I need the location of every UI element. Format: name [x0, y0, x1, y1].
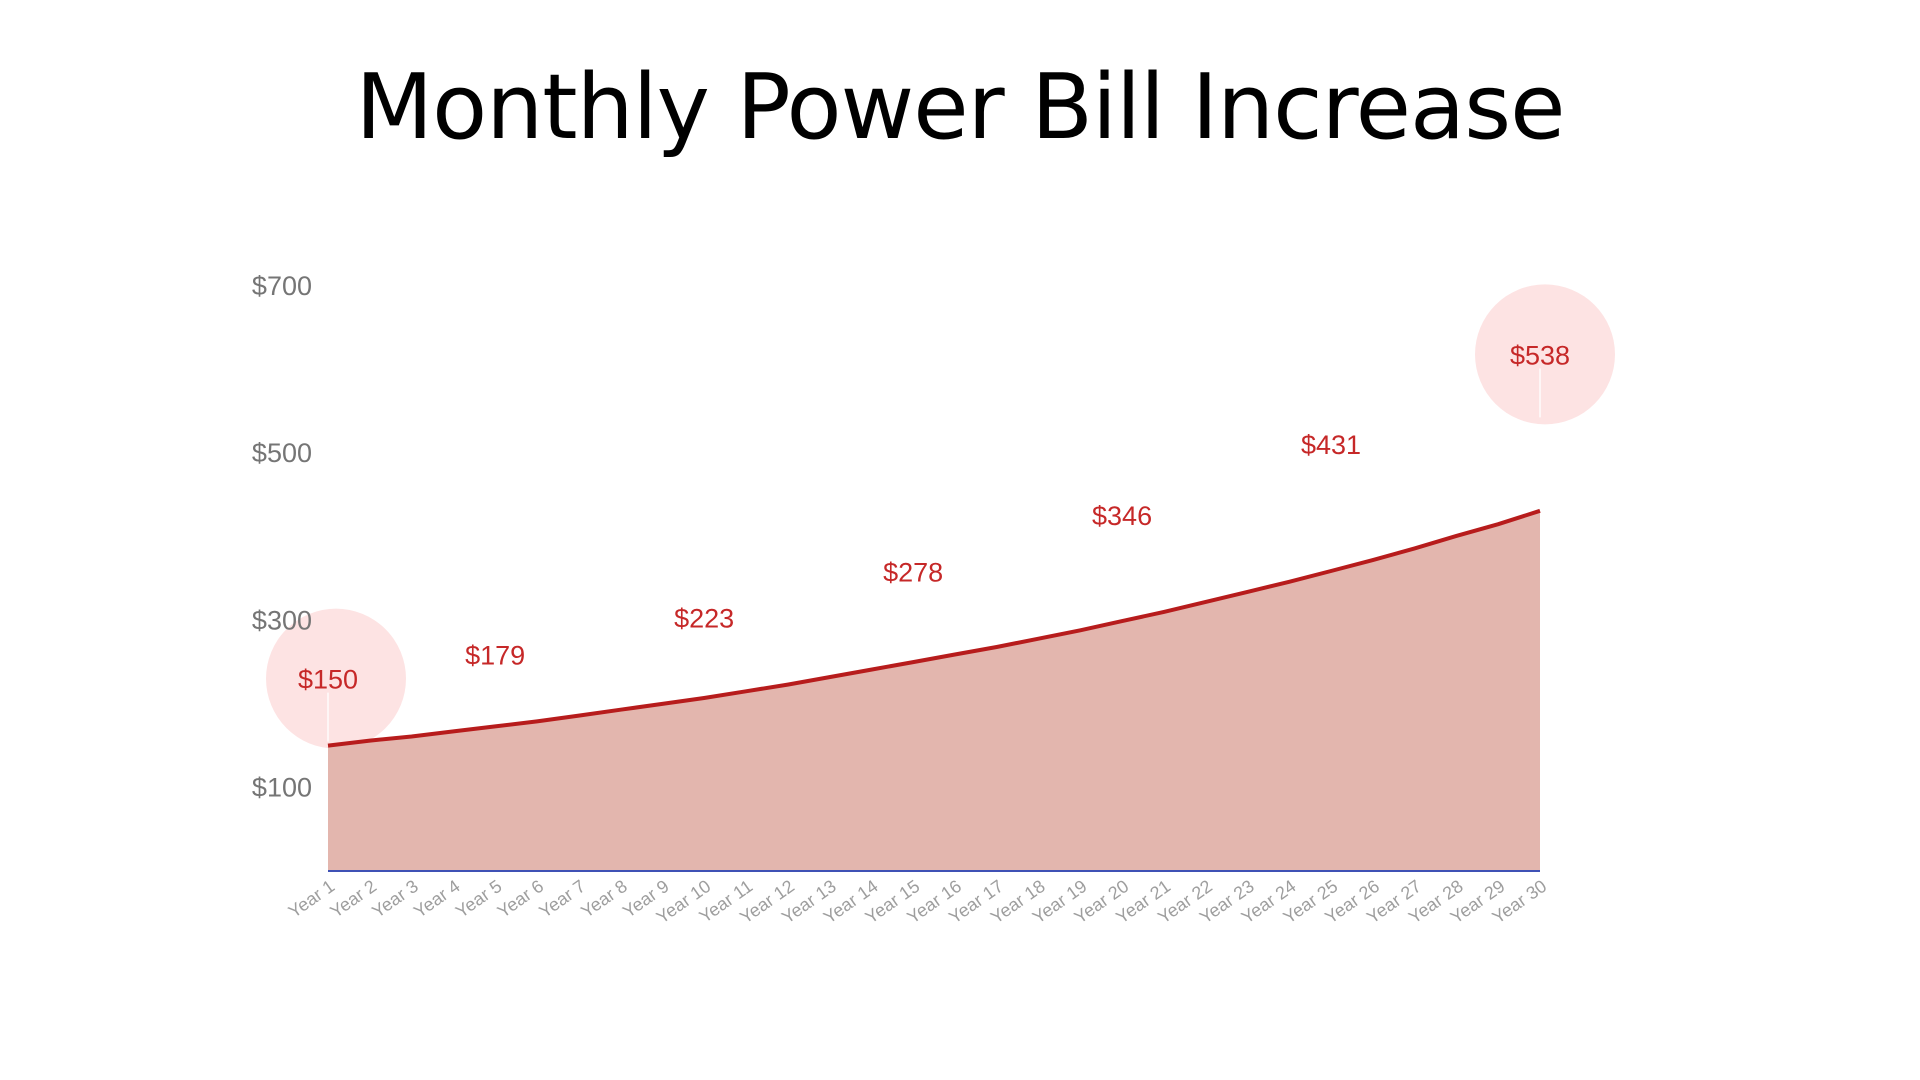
x-tick-label: Year 1 — [285, 876, 339, 922]
x-tick-label: Year 2 — [327, 876, 381, 922]
chart-title: Monthly Power Bill Increase — [355, 55, 1566, 160]
series-line — [327, 508, 1541, 748]
data-label: $431 — [1301, 430, 1361, 460]
x-tick-label: Year 5 — [452, 876, 506, 922]
data-label: $179 — [465, 640, 525, 670]
data-label: $223 — [674, 604, 734, 634]
y-tick-label: $500 — [252, 438, 312, 468]
label-leader-lines — [327, 368, 1541, 742]
y-tick-label: $100 — [252, 772, 312, 802]
highlight-circle — [266, 608, 406, 749]
data-label: $150 — [298, 665, 358, 695]
area-fill — [328, 510, 1540, 871]
x-tick-label: Year 6 — [494, 876, 548, 922]
x-tick-label: Year 3 — [368, 876, 422, 922]
data-label: $346 — [1092, 501, 1152, 531]
x-tick-label: Year 4 — [410, 876, 464, 922]
data-label: $538 — [1510, 340, 1570, 370]
highlight-circles — [266, 284, 1615, 749]
data-label: $278 — [883, 558, 943, 588]
x-tick-label: Year 8 — [577, 876, 631, 922]
highlight-circle — [1475, 284, 1615, 425]
y-axis-ticks: $100 $300 $500 $700 — [252, 271, 312, 802]
y-tick-label: $300 — [252, 605, 312, 635]
x-tick-label: Year 7 — [535, 876, 589, 922]
y-tick-label: $700 — [252, 271, 312, 301]
data-labels: $150 $179 $223 $278 $346 $431 $538 — [298, 340, 1570, 694]
